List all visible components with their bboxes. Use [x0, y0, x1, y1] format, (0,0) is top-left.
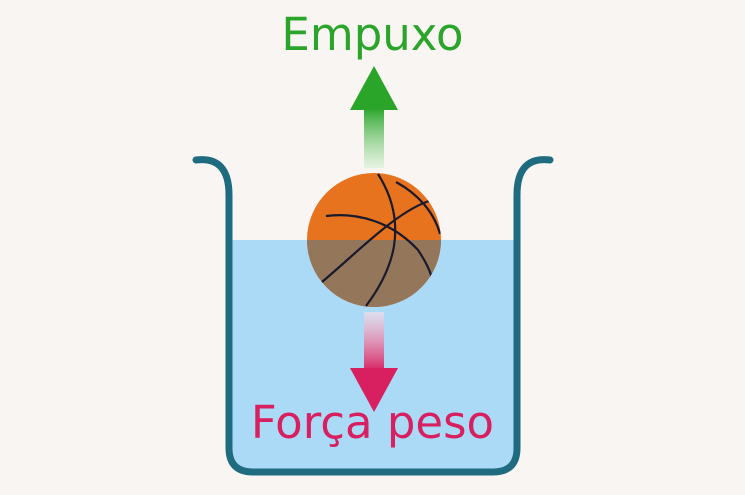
basketball-seam-vertical [365, 173, 397, 307]
buoyancy-arrow [350, 66, 398, 168]
buoyancy-label: Empuxo [281, 8, 464, 61]
basketball [307, 173, 441, 307]
buoyancy-arrow-shaft [364, 108, 384, 168]
buoyancy-arrow-head [350, 66, 398, 110]
basketball-seam-main [321, 198, 433, 283]
weight-label: Força peso [250, 396, 495, 449]
container [192, 156, 554, 476]
weight-arrow-shaft [364, 312, 384, 372]
basketball-seam-curve-right [395, 181, 441, 235]
weight-arrow-head [350, 368, 398, 412]
weight-arrow [350, 312, 398, 412]
